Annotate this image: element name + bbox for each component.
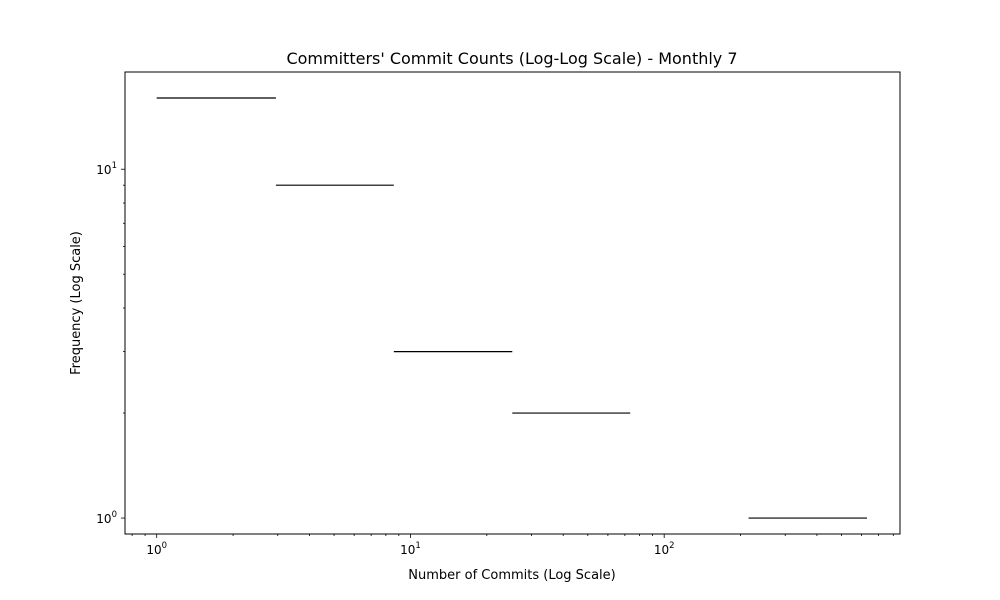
x-tick-label: 101 <box>400 541 421 557</box>
plot-area <box>156 97 867 519</box>
y-tick-label: 100 <box>96 510 117 526</box>
x-tick-label: 102 <box>654 541 675 557</box>
axes-frame <box>124 71 901 535</box>
x-axis: 100 101 102 <box>131 534 894 557</box>
y-tick-label: 101 <box>96 161 117 177</box>
x-axis-label: Number of Commits (Log Scale) <box>408 568 615 583</box>
y-axis-label: Frequency (Log Scale) <box>69 231 84 375</box>
y-axis: 100 101 <box>96 161 125 526</box>
chart-title: Committers' Commit Counts (Log-Log Scale… <box>286 49 737 68</box>
x-tick-label: 100 <box>146 541 167 557</box>
